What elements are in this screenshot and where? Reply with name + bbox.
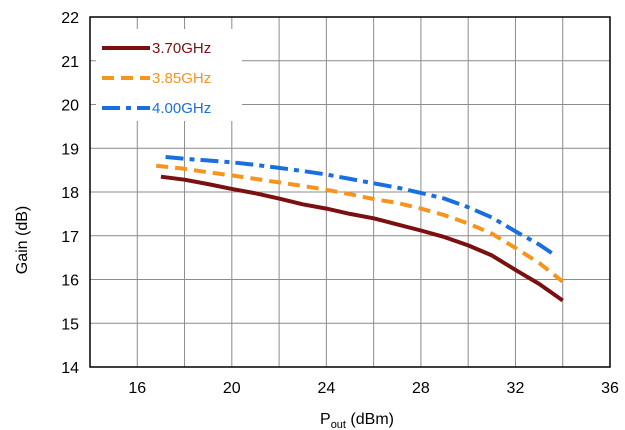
y-tick-label: 15 xyxy=(61,316,79,333)
x-tick-label: 16 xyxy=(128,380,146,397)
x-axis-title: Pout (dBm) xyxy=(320,411,394,430)
x-axis-title-unit: (dBm) xyxy=(346,411,394,428)
series-lines xyxy=(155,155,564,303)
x-tick-label: 24 xyxy=(317,380,335,397)
x-tick-label: 28 xyxy=(412,380,430,397)
series-line-3-85ghz xyxy=(155,163,564,284)
x-tick-label: 36 xyxy=(601,380,619,397)
y-tick-label: 14 xyxy=(61,360,79,377)
y-tick-label: 19 xyxy=(61,141,79,158)
plot-frame xyxy=(89,16,611,368)
y-tick-label: 18 xyxy=(61,185,79,202)
y-tick-label: 16 xyxy=(61,273,79,290)
x-axis-title-main: P xyxy=(320,411,331,428)
legend-label: 3.70GHz xyxy=(152,40,211,57)
y-tick-label: 20 xyxy=(61,98,79,115)
legend-label: 3.85GHz xyxy=(152,70,211,87)
series-line-4-00ghz xyxy=(165,155,555,256)
x-tick-label: 20 xyxy=(223,380,241,397)
legend-background xyxy=(96,29,242,121)
legend: 3.70GHz 3.85GHz 4.00GHz xyxy=(96,29,242,121)
tick-labels: 16 20 24 28 32 36 14 15 16 17 18 19 20 21 22 xyxy=(61,10,619,397)
y-axis-title: Gain (dB) xyxy=(14,206,31,274)
series-line-3-70ghz xyxy=(160,174,564,303)
legend-label: 4.00GHz xyxy=(152,100,211,117)
x-tick-label: 32 xyxy=(507,380,525,397)
x-axis-title-subscript: out xyxy=(331,419,346,430)
y-tick-label: 22 xyxy=(61,10,79,27)
y-tick-label: 21 xyxy=(61,54,79,71)
grid xyxy=(90,17,610,367)
y-tick-label: 17 xyxy=(61,229,79,246)
